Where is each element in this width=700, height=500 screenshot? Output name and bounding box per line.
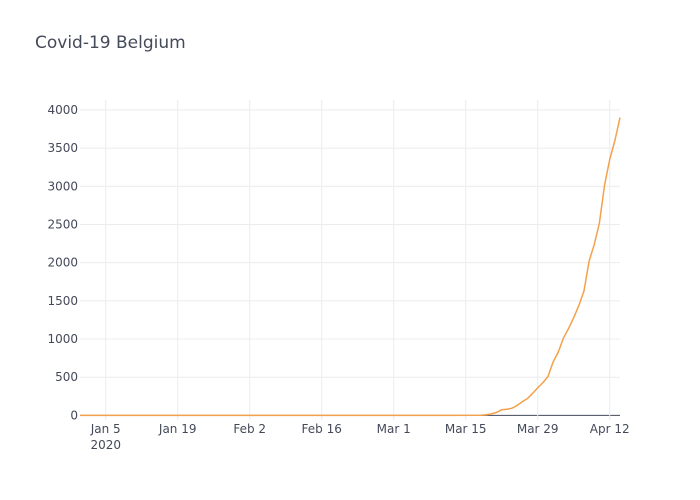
x-tick-label: Mar 29 — [517, 422, 559, 436]
y-tick-label: 2500 — [47, 217, 78, 231]
y-tick-label: 4000 — [47, 103, 78, 117]
x-tick-label: Mar 15 — [445, 422, 487, 436]
x-tick-label: Apr 12 — [590, 422, 630, 436]
y-gridlines — [80, 109, 620, 416]
y-tick-labels: 0 500 1000 1500 2000 2500 3000 3500 4000 — [47, 103, 78, 422]
x-tick-label: Jan 5 — [90, 422, 121, 436]
x-tick-labels: Jan 5 2020 Jan 19 Feb 2 Feb 16 Mar 1 Mar 15 Mar… — [90, 422, 630, 452]
series-lines — [80, 117, 621, 417]
chart-title: Covid-19 Belgium — [35, 33, 186, 53]
x-gridlines — [105, 100, 611, 420]
y-tick-label: 3000 — [47, 179, 78, 193]
series-line — [80, 117, 621, 417]
y-tick-label: 0 — [70, 408, 78, 422]
y-tick-label: 500 — [55, 370, 78, 384]
y-tick-label: 2000 — [47, 256, 78, 270]
x-tick-label: Feb 16 — [302, 422, 342, 436]
x-tick-label: Mar 1 — [377, 422, 411, 436]
y-tick-label: 1000 — [47, 332, 78, 346]
x-tick-label: Feb 2 — [233, 422, 266, 436]
y-tick-label: 1500 — [47, 294, 78, 308]
y-tick-label: 3500 — [47, 141, 78, 155]
x-tick-label: Jan 19 — [158, 422, 197, 436]
x-tick-sublabel: 2020 — [90, 438, 121, 452]
